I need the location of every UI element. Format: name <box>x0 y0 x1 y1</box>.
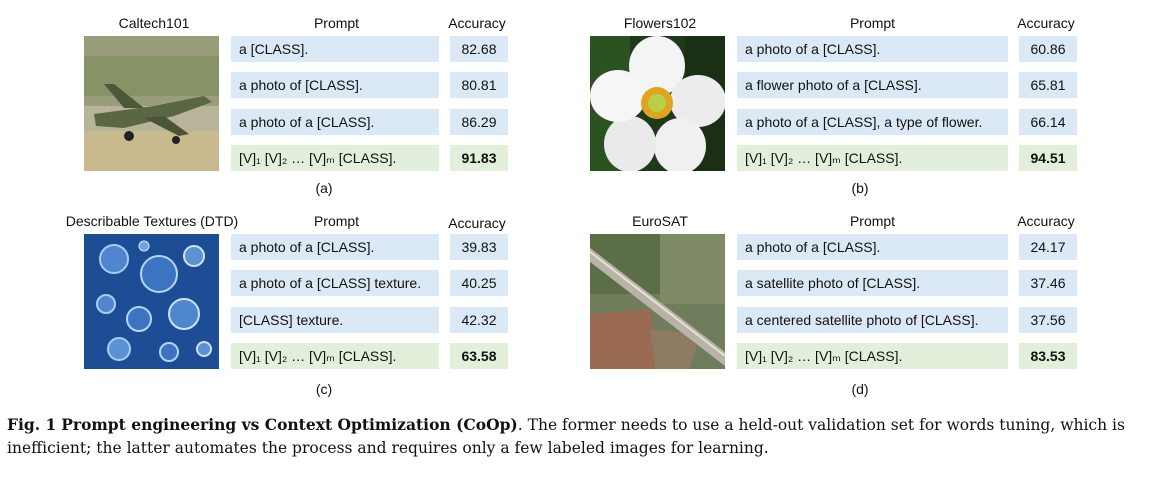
accuracy-cell: 60.86 <box>1019 36 1077 62</box>
water-bubbles-texture-photo <box>84 234 219 369</box>
prompt-cell: a photo of a [CLASS] texture. <box>231 270 439 296</box>
caption-title: Prompt engineering vs Context Optimizati… <box>61 415 518 434</box>
accuracy-cell: 24.17 <box>1019 234 1077 260</box>
prompt-cell: a photo of a [CLASS]. <box>231 234 439 260</box>
white-flower-photo <box>590 36 725 171</box>
accuracy-cell: 86.29 <box>450 109 508 135</box>
accuracy-cell: 82.68 <box>450 36 508 62</box>
prompt-cell: [CLASS] texture. <box>231 307 439 333</box>
figure-caption: Fig. 1 Prompt engineering vs Context Opt… <box>7 413 1157 460</box>
fighter-jet-photo <box>84 36 219 171</box>
prompt-header: Prompt <box>313 213 360 229</box>
caption-label: Fig. 1 <box>7 415 57 434</box>
panel-flowers102: Flowers102 Prompt Accuracy a photo of a … <box>590 15 1150 205</box>
accuracy-cell: 63.58 <box>450 343 508 369</box>
accuracy-cell: 83.53 <box>1019 343 1077 369</box>
prompt-cell: [V]₁ [V]₂ … [V]ₘ [CLASS]. <box>737 145 1008 171</box>
prompt-cell: a photo of a [CLASS], a type of flower. <box>737 109 1008 135</box>
subfigure-label: (a) <box>315 180 333 196</box>
accuracy-cell: 65.81 <box>1019 72 1077 98</box>
prompt-cell: a centered satellite photo of [CLASS]. <box>737 307 1008 333</box>
dataset-title: Caltech101 <box>118 15 190 31</box>
prompt-cell: a photo of a [CLASS]. <box>231 109 439 135</box>
accuracy-header: Accuracy <box>448 15 506 31</box>
prompt-cell: a flower photo of a [CLASS]. <box>737 72 1008 98</box>
accuracy-cell: 94.51 <box>1019 145 1077 171</box>
prompt-cell: a photo of a [CLASS]. <box>737 36 1008 62</box>
accuracy-cell: 40.25 <box>450 270 508 296</box>
accuracy-cell: 42.32 <box>450 307 508 333</box>
accuracy-cell: 91.83 <box>450 145 508 171</box>
dataset-title: Flowers102 <box>623 15 697 31</box>
prompt-cell: [V]₁ [V]₂ … [V]ₘ [CLASS]. <box>737 343 1008 369</box>
prompt-header: Prompt <box>849 15 896 31</box>
panel-dtd: Describable Textures (DTD) Prompt Accura… <box>66 213 644 403</box>
satellite-image-photo <box>590 234 725 369</box>
prompt-cell: [V]₁ [V]₂ … [V]ₘ [CLASS]. <box>231 343 439 369</box>
prompt-cell: a [CLASS]. <box>231 36 439 62</box>
accuracy-cell: 39.83 <box>450 234 508 260</box>
prompt-header: Prompt <box>849 213 896 229</box>
accuracy-cell: 37.46 <box>1019 270 1077 296</box>
accuracy-header: Accuracy <box>1017 213 1075 229</box>
accuracy-header: Accuracy <box>1017 15 1075 31</box>
accuracy-header: Accuracy <box>448 215 506 231</box>
caption-text: . The former needs to use a held-out val… <box>7 416 1125 457</box>
dataset-title: EuroSAT <box>632 213 688 229</box>
subfigure-label: (b) <box>851 180 869 196</box>
accuracy-cell: 80.81 <box>450 72 508 98</box>
accuracy-cell: 37.56 <box>1019 307 1077 333</box>
dataset-title: Describable Textures (DTD) <box>65 213 239 229</box>
prompt-cell: a photo of [CLASS]. <box>231 72 439 98</box>
prompt-header: Prompt <box>313 15 360 31</box>
panel-eurosat: EuroSAT Prompt Accuracy a photo of a [CL… <box>590 213 1150 403</box>
accuracy-cell: 66.14 <box>1019 109 1077 135</box>
subfigure-label: (c) <box>315 381 333 397</box>
prompt-cell: a satellite photo of [CLASS]. <box>737 270 1008 296</box>
prompt-cell: a photo of a [CLASS]. <box>737 234 1008 260</box>
subfigure-label: (d) <box>851 381 869 397</box>
prompt-cell: [V]₁ [V]₂ … [V]ₘ [CLASS]. <box>231 145 439 171</box>
panel-caltech101: Caltech101 Prompt Accuracy a [CLASS]. 82… <box>84 15 644 205</box>
